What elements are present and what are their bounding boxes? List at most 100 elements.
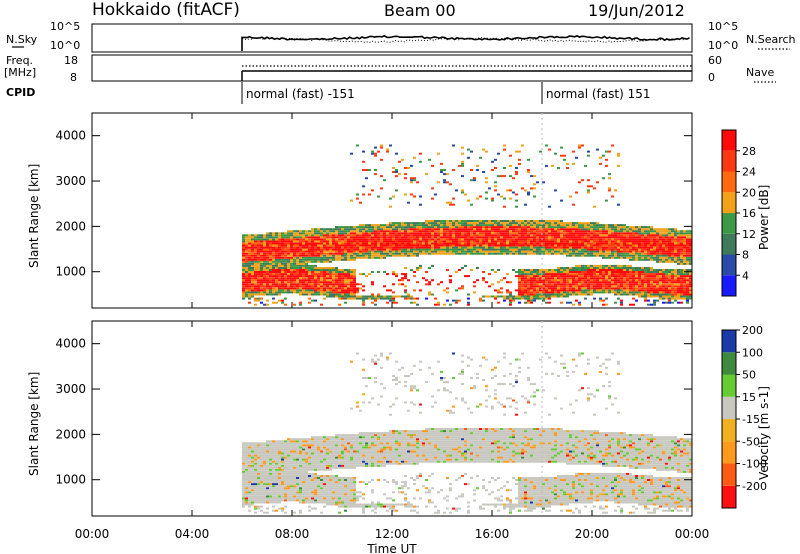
power-cell	[551, 230, 554, 233]
power-cell	[425, 236, 428, 239]
power-cell	[422, 252, 425, 255]
power-cell	[554, 228, 557, 231]
power-cell	[425, 283, 428, 286]
power-cell	[563, 273, 566, 276]
power-cell	[248, 248, 251, 251]
power-cell	[431, 240, 434, 243]
power-cell	[551, 164, 554, 167]
power-cell	[314, 283, 317, 286]
power-cell	[581, 232, 584, 235]
power-cell	[320, 240, 323, 243]
power-cell	[497, 246, 500, 249]
power-cell	[452, 250, 455, 253]
power-cell	[263, 303, 266, 306]
power-cell	[365, 297, 368, 300]
power-cell	[485, 252, 488, 255]
power-cell	[263, 269, 266, 271]
power-cell	[476, 220, 479, 222]
power-cell	[320, 256, 323, 259]
power-cell	[302, 244, 305, 247]
power-cell	[287, 234, 290, 237]
velocity-cell	[257, 442, 260, 445]
power-cell	[413, 254, 416, 257]
power-cell	[326, 293, 329, 296]
power-cell	[629, 271, 632, 273]
power-cell	[527, 220, 530, 222]
power-cell	[302, 232, 305, 235]
power-cell	[281, 275, 284, 278]
power-cell	[485, 250, 488, 253]
velocity-cell	[260, 491, 263, 494]
velocity-cell	[281, 440, 284, 443]
power-cell	[266, 254, 269, 257]
power-cell	[380, 230, 383, 233]
velocity-cell	[278, 485, 281, 488]
power-cell	[344, 275, 347, 278]
power-cell	[386, 250, 389, 253]
power-cell	[371, 301, 374, 304]
power-cell	[584, 164, 587, 167]
power-cell	[683, 250, 686, 253]
power-cell	[275, 246, 278, 249]
power-cell	[326, 260, 329, 263]
power-cell	[593, 287, 596, 290]
power-cell	[257, 236, 260, 239]
power-cell	[668, 299, 671, 302]
power-cell	[578, 277, 581, 280]
power-cell	[569, 271, 572, 273]
velocity-cell	[257, 489, 260, 492]
power-cell	[416, 234, 419, 237]
power-cell	[554, 281, 557, 284]
power-cell	[536, 295, 539, 298]
power-cell	[668, 228, 671, 231]
power-cell	[518, 273, 521, 276]
power-cell	[257, 252, 260, 255]
power-cell	[461, 248, 464, 251]
power-cell	[356, 250, 359, 253]
power-cell	[644, 256, 647, 259]
power-cell	[581, 275, 584, 278]
power-cell	[659, 269, 662, 271]
power-cell	[341, 291, 344, 294]
power-cell	[521, 228, 524, 231]
power-cell	[644, 246, 647, 249]
power-cell	[599, 285, 602, 288]
power-cell	[377, 234, 380, 237]
power-cell	[290, 250, 293, 253]
velocity-cell	[281, 454, 284, 457]
power-cell	[641, 273, 644, 276]
power-cell	[611, 250, 614, 253]
power-cell	[488, 234, 491, 237]
power-cell	[671, 273, 674, 276]
power-cell	[599, 248, 602, 251]
power-cell	[608, 291, 611, 294]
power-cell	[470, 150, 473, 153]
velocity-cell	[257, 493, 260, 496]
power-cell	[323, 275, 326, 278]
power-cell	[527, 287, 530, 290]
power-cell	[398, 244, 401, 247]
power-cell	[455, 189, 458, 192]
power-cell	[635, 254, 638, 257]
power-cell	[653, 256, 656, 259]
power-cell	[269, 262, 272, 265]
power-cell	[371, 242, 374, 245]
power-cell	[410, 246, 413, 249]
power-cell	[305, 283, 308, 286]
power-cell	[632, 283, 635, 286]
power-cell	[587, 244, 590, 247]
power-cell	[377, 297, 380, 300]
velocity-cell	[263, 456, 266, 459]
velocity-cell	[251, 442, 254, 445]
power-cell	[533, 242, 536, 245]
power-cell	[647, 277, 650, 280]
power-cell	[317, 252, 320, 255]
power-cell	[602, 240, 605, 243]
power-cell	[497, 289, 500, 292]
power-cell	[248, 258, 251, 261]
velocity-cell	[284, 489, 287, 492]
power-cell	[266, 250, 269, 253]
power-cell	[506, 189, 509, 192]
power-cell	[461, 224, 464, 227]
power-cell	[248, 291, 251, 294]
